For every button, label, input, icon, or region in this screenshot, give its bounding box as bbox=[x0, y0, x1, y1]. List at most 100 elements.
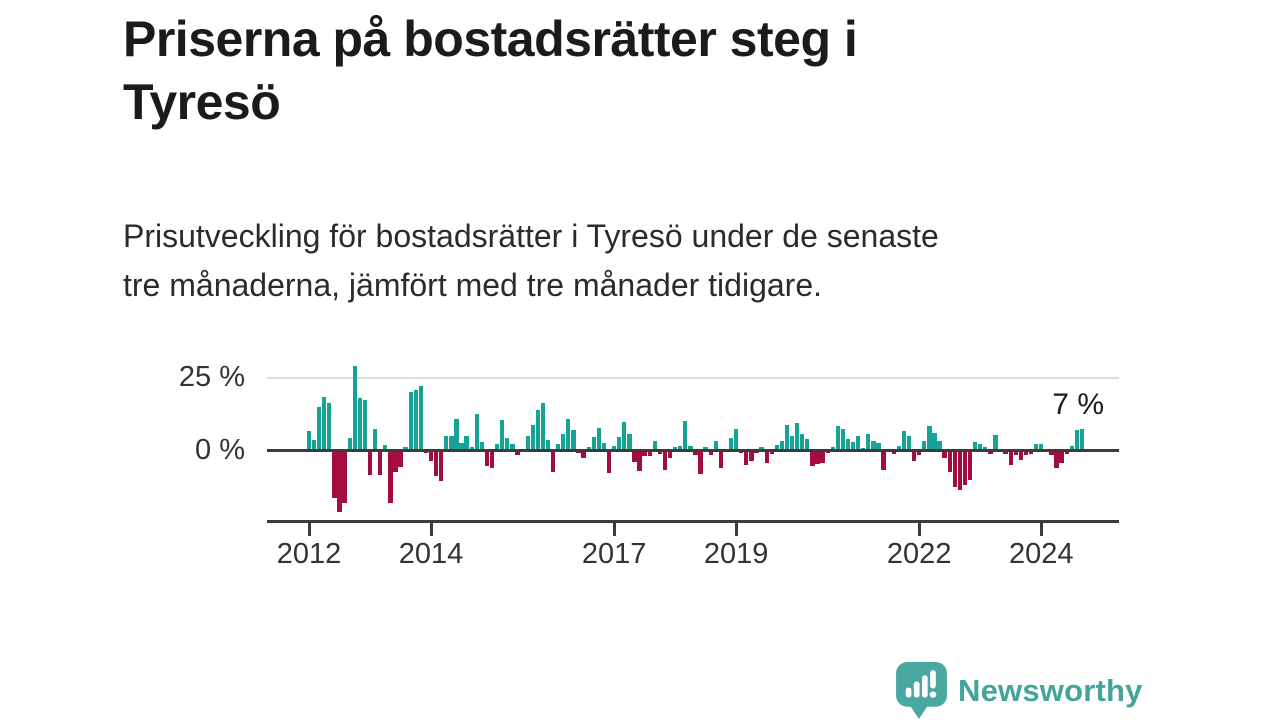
bar bbox=[754, 452, 759, 454]
bar bbox=[383, 445, 388, 450]
bar bbox=[322, 397, 327, 450]
bar bbox=[795, 422, 800, 450]
bar bbox=[688, 445, 693, 450]
bar bbox=[962, 452, 968, 485]
bar bbox=[927, 426, 932, 450]
bar bbox=[388, 452, 393, 503]
bar bbox=[728, 438, 734, 450]
bar bbox=[917, 452, 922, 455]
bar bbox=[494, 443, 500, 450]
bar bbox=[606, 452, 612, 473]
bar bbox=[683, 421, 688, 450]
bar bbox=[896, 446, 901, 450]
newsworthy-logo-text: Newsworthy bbox=[958, 672, 1143, 708]
bar bbox=[937, 440, 942, 450]
bar bbox=[1003, 452, 1008, 455]
x-axis-line bbox=[267, 520, 1119, 523]
bar bbox=[337, 452, 342, 513]
bar bbox=[352, 365, 357, 450]
bar bbox=[444, 435, 449, 450]
bar bbox=[403, 447, 408, 450]
bar bbox=[622, 422, 627, 450]
y-axis-label-25: 25 % bbox=[178, 361, 245, 393]
bar bbox=[545, 440, 551, 450]
x-axis-tick bbox=[307, 523, 311, 536]
bar bbox=[840, 428, 846, 450]
bar bbox=[830, 447, 835, 450]
bar bbox=[601, 443, 607, 450]
bar bbox=[784, 425, 790, 450]
bar bbox=[576, 452, 581, 454]
bar bbox=[566, 418, 571, 450]
bar bbox=[667, 452, 673, 459]
bar bbox=[1039, 444, 1044, 450]
bar bbox=[810, 452, 815, 467]
bar bbox=[891, 452, 896, 455]
bar bbox=[952, 452, 957, 487]
bar bbox=[637, 452, 642, 472]
bar bbox=[311, 440, 317, 450]
bar bbox=[510, 443, 515, 450]
bar bbox=[739, 452, 744, 454]
bar bbox=[876, 443, 881, 450]
x-axis-label: 2019 bbox=[703, 538, 769, 570]
zero-baseline bbox=[267, 449, 1119, 452]
bar bbox=[693, 452, 698, 455]
bar bbox=[332, 452, 337, 498]
bar bbox=[327, 402, 332, 450]
bar bbox=[749, 452, 754, 461]
bar bbox=[479, 442, 485, 450]
bar bbox=[978, 443, 983, 450]
bar bbox=[906, 436, 912, 450]
x-axis-tick bbox=[429, 523, 433, 536]
subtitle-line-2: tre månaderna, jämfört med tre månader t… bbox=[123, 267, 822, 303]
bar bbox=[393, 452, 398, 472]
bar bbox=[571, 430, 576, 450]
page-title: Priserna på bostadsrätter steg i Tyresö bbox=[123, 8, 1173, 134]
newsworthy-logo[interactable]: Newsworthy bbox=[896, 662, 1143, 719]
bar bbox=[678, 445, 683, 450]
bar bbox=[820, 452, 825, 463]
bar bbox=[449, 435, 454, 450]
bar bbox=[317, 407, 322, 450]
bar bbox=[500, 419, 505, 450]
bar bbox=[484, 452, 490, 466]
x-axis-tick bbox=[612, 523, 616, 536]
bar bbox=[871, 440, 876, 450]
bar bbox=[881, 452, 886, 470]
bar bbox=[413, 389, 418, 450]
bar bbox=[632, 452, 637, 463]
bar bbox=[418, 386, 424, 450]
bar bbox=[642, 452, 647, 457]
bar bbox=[657, 452, 662, 454]
bar bbox=[845, 438, 851, 450]
bar bbox=[591, 437, 596, 450]
bar bbox=[596, 428, 601, 450]
bar bbox=[1064, 452, 1069, 455]
x-axis-tick bbox=[734, 523, 738, 536]
bar bbox=[764, 452, 769, 463]
bar bbox=[617, 437, 622, 450]
bar bbox=[922, 440, 927, 450]
bar bbox=[983, 446, 988, 450]
bar bbox=[866, 433, 871, 450]
bar bbox=[988, 452, 993, 455]
bar bbox=[1059, 452, 1064, 463]
bar bbox=[1069, 446, 1074, 450]
bar bbox=[698, 452, 703, 475]
bar bbox=[1074, 430, 1079, 450]
x-axis-label: 2017 bbox=[581, 538, 647, 570]
bar bbox=[800, 433, 805, 450]
bar bbox=[713, 440, 718, 450]
bar bbox=[932, 433, 937, 450]
page-subtitle: Prisutveckling för bostadsrätter i Tyres… bbox=[123, 212, 1223, 310]
bar bbox=[662, 452, 668, 470]
bar bbox=[733, 429, 739, 450]
bar bbox=[586, 447, 591, 450]
bar bbox=[581, 452, 586, 458]
bar bbox=[1054, 452, 1059, 468]
bar bbox=[856, 436, 861, 450]
bar bbox=[561, 434, 566, 450]
subtitle-line-1: Prisutveckling för bostadsrätter i Tyres… bbox=[123, 218, 939, 254]
